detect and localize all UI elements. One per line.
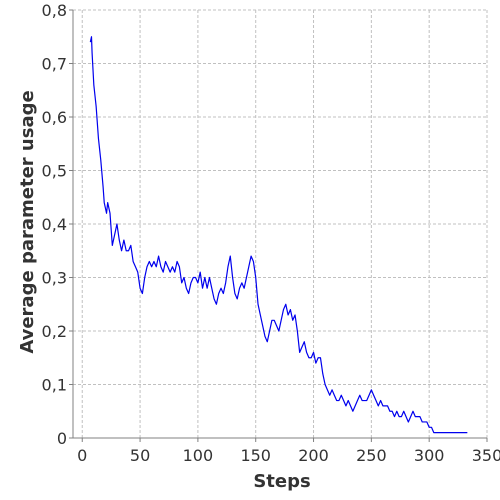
y-tick-label: 0,8 bbox=[42, 1, 67, 20]
y-tick-label: 0,3 bbox=[42, 269, 67, 288]
x-tick-label: 150 bbox=[240, 446, 271, 465]
x-axis-title: Steps bbox=[253, 471, 310, 492]
y-tick-label: 0,7 bbox=[42, 55, 67, 74]
series-line bbox=[89, 36, 468, 434]
grid bbox=[73, 9, 488, 438]
x-tick-label: 250 bbox=[356, 446, 387, 465]
y-tick-label: 0,4 bbox=[42, 215, 67, 234]
x-tick-label: 50 bbox=[130, 446, 150, 465]
y-tick-label: 0,1 bbox=[42, 376, 67, 395]
x-tick-label: 300 bbox=[414, 446, 445, 465]
x-tick-label: 200 bbox=[298, 446, 329, 465]
x-tick-label: 0 bbox=[77, 446, 87, 465]
y-tick-label: 0,5 bbox=[42, 162, 67, 181]
series-layer bbox=[89, 36, 468, 434]
x-tick-label: 100 bbox=[183, 446, 214, 465]
y-tick-label: 0,2 bbox=[42, 322, 67, 341]
axes bbox=[69, 9, 488, 442]
x-tick-labels: 0 50 100 150 200 250 300 350 bbox=[77, 446, 500, 465]
y-axis-title: Average parameter usage bbox=[17, 90, 38, 353]
x-tick-label: 350 bbox=[472, 446, 500, 465]
y-tick-label: 0,6 bbox=[42, 108, 67, 127]
y-tick-labels: 0 0,1 0,2 0,3 0,4 0,5 0,6 0,7 0,8 bbox=[42, 1, 67, 448]
y-tick-label: 0 bbox=[57, 429, 67, 448]
